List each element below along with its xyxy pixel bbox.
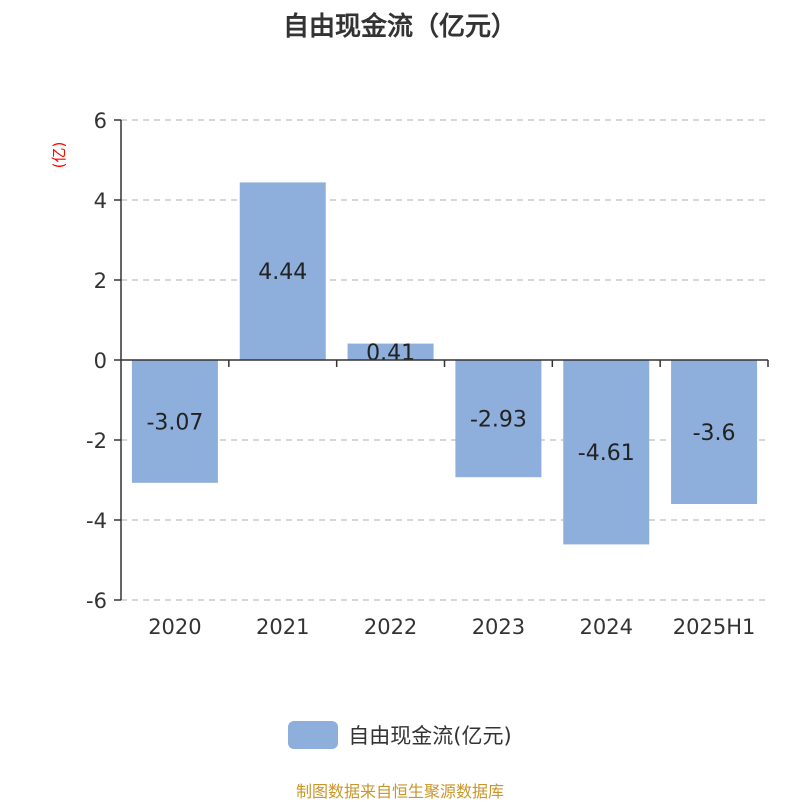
x-tick-label: 2025H1 <box>673 615 756 639</box>
legend-label: 自由现金流(亿元) <box>348 724 512 748</box>
bar <box>347 343 434 360</box>
y-tick-label: 4 <box>94 189 107 213</box>
y-tick-label: 2 <box>94 269 107 293</box>
data-label: 0.41 <box>366 341 415 366</box>
y-axis-label: (亿) <box>50 142 68 169</box>
data-label: -3.6 <box>693 421 736 446</box>
y-tick-label: -6 <box>86 589 107 613</box>
chart-title: 自由现金流（亿元） <box>282 12 517 42</box>
bar <box>131 360 218 483</box>
x-tick-label: 2022 <box>364 615 417 639</box>
data-label: -2.93 <box>470 408 527 433</box>
legend-swatch <box>288 721 339 749</box>
data-label: -3.07 <box>146 410 203 435</box>
y-tick-label: -4 <box>86 509 107 533</box>
x-tick-label: 2023 <box>472 615 525 639</box>
bar <box>671 360 758 504</box>
bar <box>239 182 326 360</box>
data-label: -4.61 <box>578 441 635 466</box>
y-tick-label: -2 <box>86 429 107 453</box>
y-tick-label: 6 <box>94 109 107 133</box>
bar <box>563 360 650 545</box>
x-tick-label: 2021 <box>256 615 309 639</box>
source-note: 制图数据来自恒生聚源数据库 <box>295 782 504 801</box>
data-label: 4.44 <box>258 260 307 285</box>
y-tick-label: 0 <box>94 349 107 373</box>
x-tick-label: 2020 <box>148 615 201 639</box>
bar <box>455 360 542 478</box>
legend[interactable]: 自由现金流(亿元) <box>0 720 800 750</box>
x-tick-label: 2024 <box>580 615 633 639</box>
